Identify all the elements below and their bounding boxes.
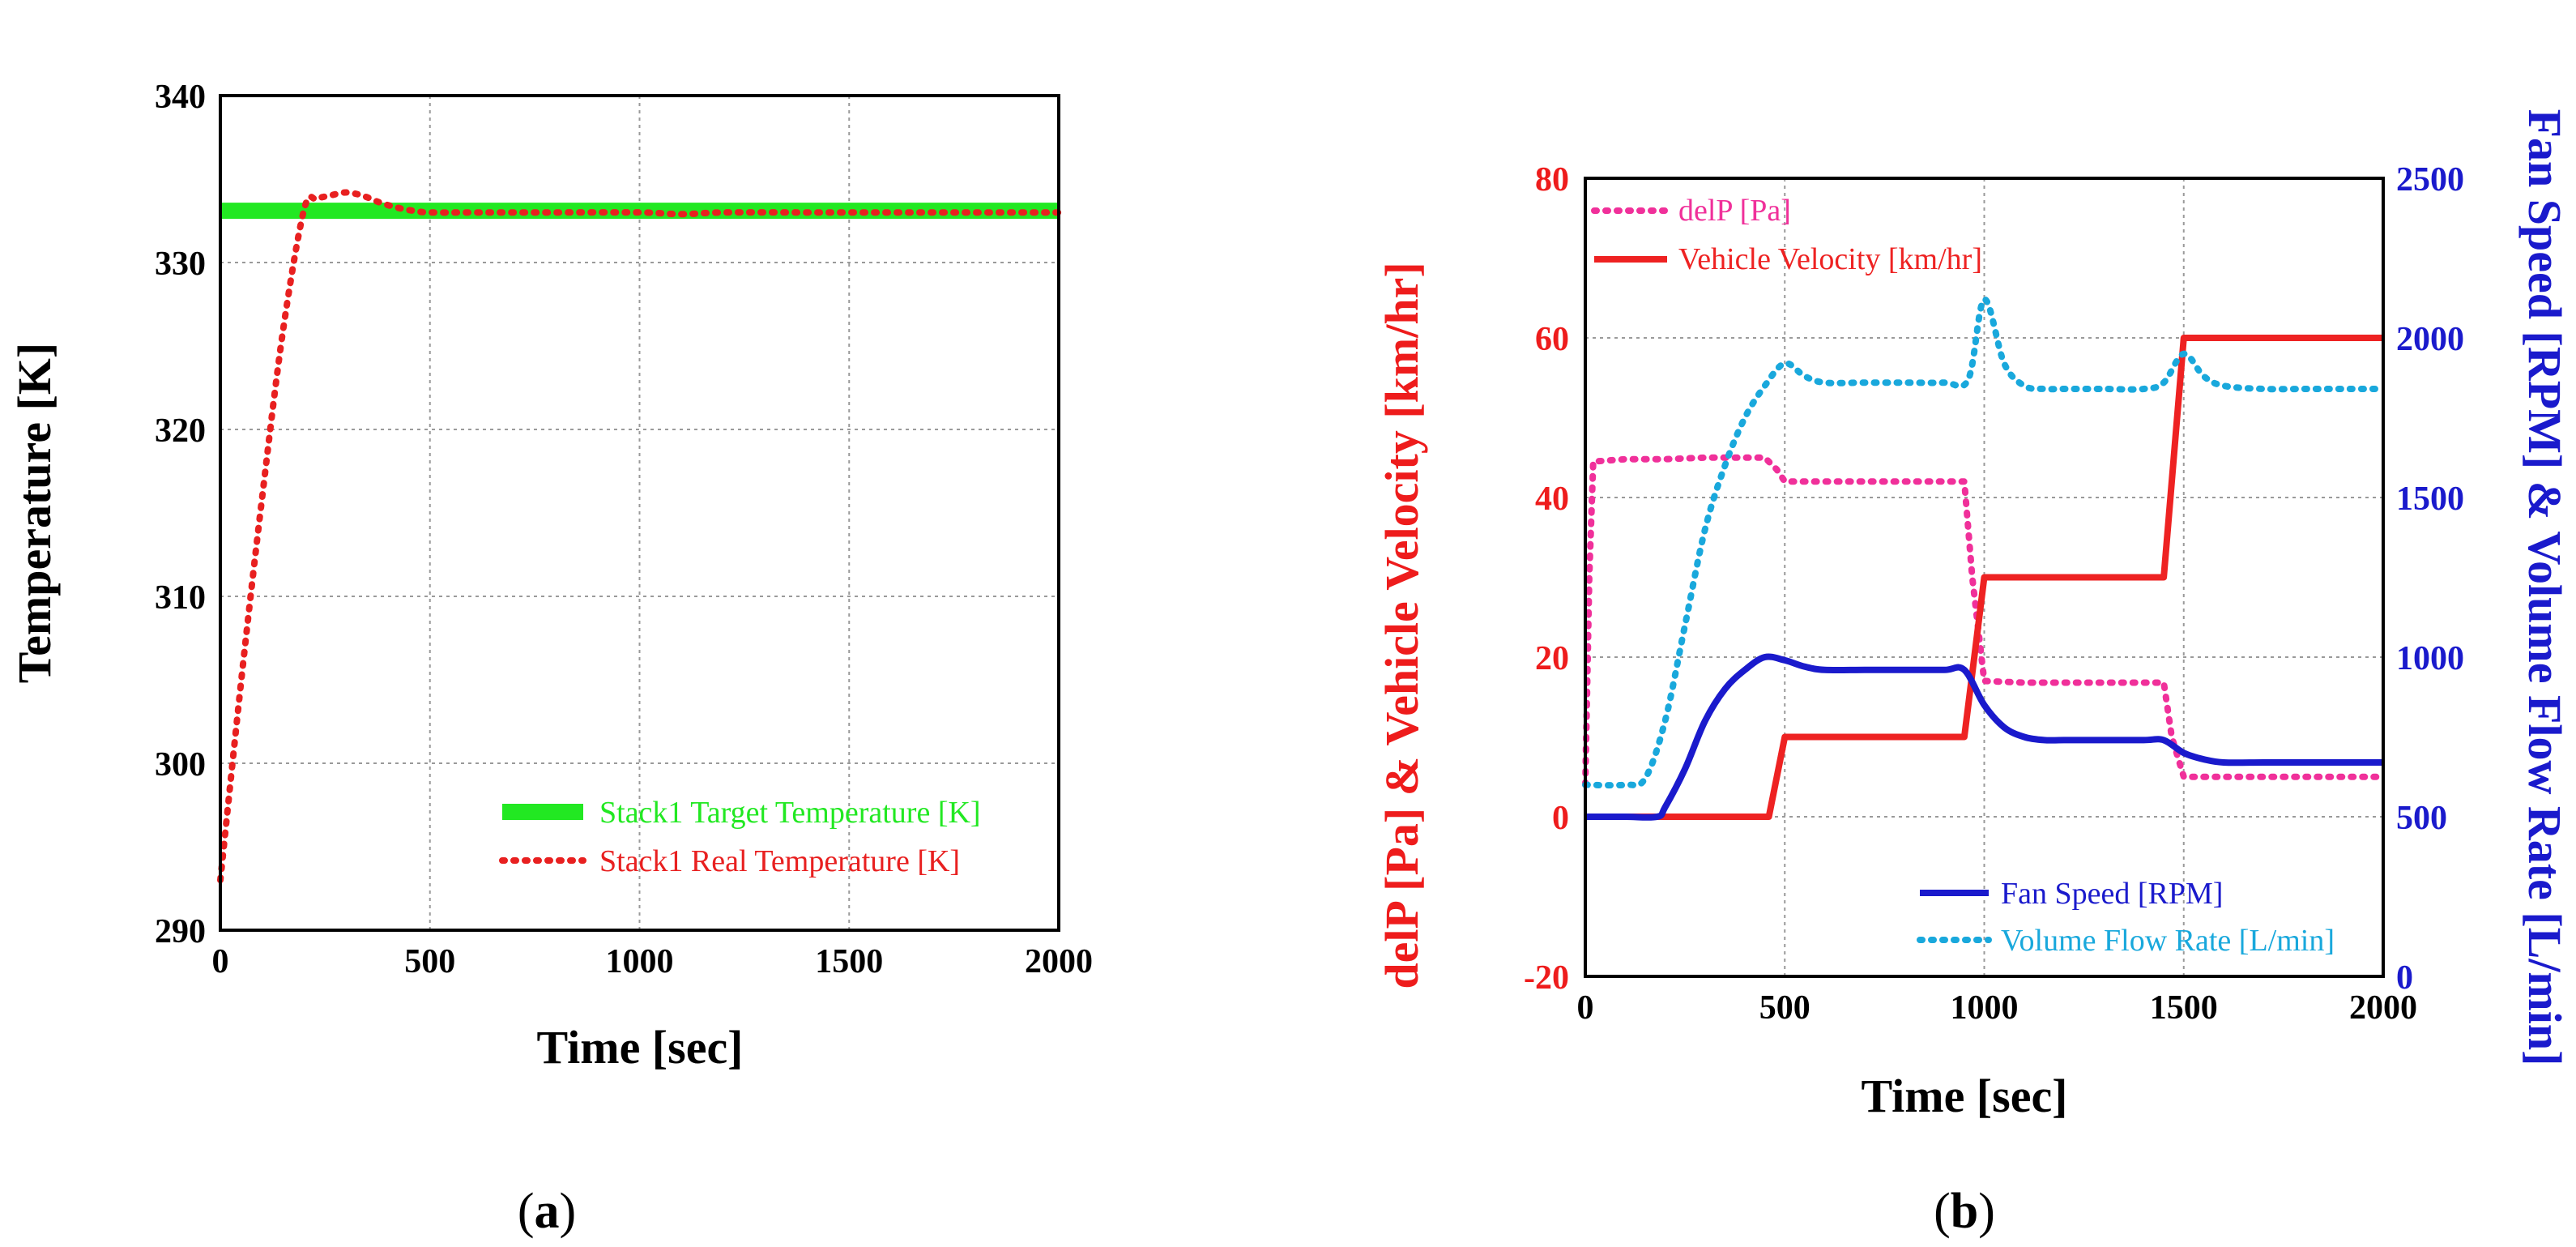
- caption-a: (a): [518, 1184, 576, 1239]
- chart-a-x-tick-label: 0: [212, 943, 229, 980]
- chart-a-x-tick-label: 2000: [1025, 943, 1093, 980]
- chart-b-x-ticks: 0 500 1000 1500 2000: [1577, 989, 2418, 1027]
- chart-b-x-tick-label: 1000: [1951, 989, 2019, 1027]
- chart-b-x-tick-label: 500: [1759, 989, 1810, 1027]
- series-fan-speed-line: [1585, 653, 2383, 821]
- legend-volume-flow-label: Volume Flow Rate [L/min]: [2001, 924, 2335, 958]
- chart-a-x-ticks: 0 500 1000 1500 2000: [212, 943, 1094, 980]
- chart-a-y-tick-label: 290: [155, 913, 206, 950]
- chart-a-y-tick-label: 320: [155, 412, 206, 450]
- chart-a-x-tick-label: 500: [404, 943, 455, 980]
- series-vehicle-velocity-line: [1585, 335, 2383, 820]
- chart-b-x-tick-label: 0: [1577, 989, 1594, 1027]
- chart-b-right-y-tick-label: 0: [2396, 959, 2413, 997]
- chart-b-left-y-tick-label: 60: [1535, 321, 1569, 358]
- chart-b-legend-lower: Fan Speed [RPM] Volume Flow Rate [L/min]: [1917, 877, 2335, 958]
- chart-a-grid: [220, 96, 1059, 930]
- chart-b-x-axis-title: Time [sec]: [1862, 1070, 2068, 1122]
- chart-b-right-y-tick-label: 500: [2396, 800, 2447, 837]
- chart-b-left-y-ticks: -20 0 20 40 60 80: [1524, 161, 1569, 997]
- chart-a-legend: Stack1 Target Temperature [K] Stack1 Rea…: [499, 796, 981, 878]
- chart-b-legend-upper: delP [Pa] Vehicle Velocity [km/hr]: [1591, 194, 1982, 276]
- caption-a-letter: a: [535, 1184, 560, 1239]
- legend-vehicle-velocity-label: Vehicle Velocity [km/hr]: [1678, 242, 1982, 276]
- chart-a-y-tick-label: 330: [155, 246, 206, 283]
- chart-b-left-y-axis-title: delP [Pa] & Vehicle Velocity [km/hr]: [1375, 262, 1428, 989]
- chart-b-series: [1582, 296, 2386, 821]
- chart-a: 290 300 310 320 330 340 0 500 1000 1500 2000 Time…: [8, 79, 1093, 1074]
- legend-fan-speed-label: Fan Speed [RPM]: [2001, 877, 2223, 911]
- chart-a-y-ticks: 290 300 310 320 330 340: [155, 79, 206, 950]
- chart-b-right-y-tick-label: 2500: [2396, 161, 2464, 199]
- series-volume-flow-line: [1582, 296, 2386, 789]
- chart-b-left-y-tick-label: -20: [1524, 959, 1569, 997]
- chart-b-x-tick-label: 1500: [2150, 989, 2218, 1027]
- chart-b-left-y-tick-label: 0: [1552, 800, 1569, 837]
- chart-a-y-axis-title: Temperature [K]: [8, 343, 61, 683]
- chart-a-x-tick-label: 1500: [815, 943, 883, 980]
- chart-b-left-y-tick-label: 80: [1535, 161, 1569, 199]
- caption-a-close: ): [560, 1184, 577, 1239]
- chart-b-x-tick-label: 2000: [2349, 989, 2417, 1027]
- chart-a-y-tick-label: 310: [155, 579, 206, 617]
- caption-b: (b): [1934, 1184, 1995, 1239]
- chart-b-left-y-tick-label: 20: [1535, 640, 1569, 677]
- caption-b-open: (: [1934, 1184, 1951, 1239]
- series-real-temperature-line: [217, 189, 1062, 884]
- legend-target-temperature-label: Stack1 Target Temperature [K]: [599, 796, 981, 830]
- chart-a-x-tick-label: 1000: [606, 943, 674, 980]
- chart-a-x-axis-title: Time [sec]: [537, 1021, 744, 1074]
- chart-a-series: [217, 189, 1062, 884]
- legend-real-temperature-label: Stack1 Real Temperature [K]: [599, 844, 960, 878]
- chart-b-right-y-axis-title: Fan Speed [RPM] & Volume Flow Rate [L/mi…: [2518, 109, 2571, 1066]
- series-delp-line: [1582, 454, 2386, 788]
- chart-b-right-y-tick-label: 1000: [2396, 640, 2464, 677]
- chart-a-y-tick-label: 300: [155, 746, 206, 784]
- chart-b-plot-frame: [1584, 177, 2385, 978]
- chart-b-right-y-ticks: 0 500 1000 1500 2000 2500: [2396, 161, 2464, 997]
- chart-b-left-y-tick-label: 40: [1535, 480, 1569, 518]
- chart-b-right-y-tick-label: 1500: [2396, 480, 2464, 518]
- chart-a-plot-frame: [219, 94, 1060, 932]
- caption-a-open: (: [518, 1184, 535, 1239]
- legend-delp-label: delP [Pa]: [1678, 194, 1791, 228]
- caption-b-letter: b: [1951, 1184, 1978, 1239]
- caption-b-close: ): [1978, 1184, 1995, 1239]
- chart-a-y-tick-label: 340: [155, 79, 206, 116]
- chart-b-right-y-tick-label: 2000: [2396, 321, 2464, 358]
